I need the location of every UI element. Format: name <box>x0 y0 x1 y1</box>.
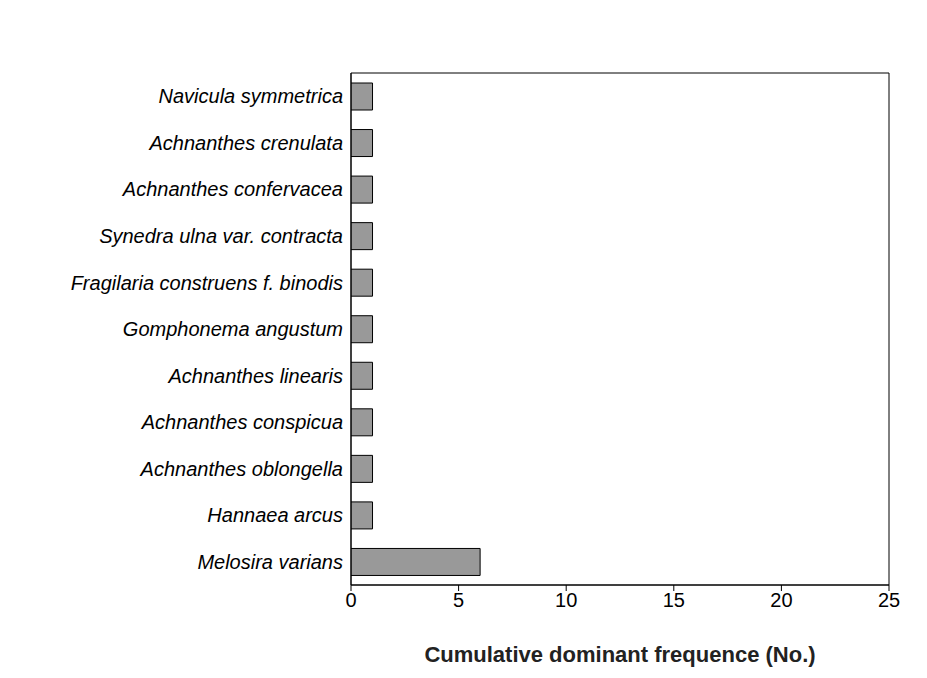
svg-text:0: 0 <box>345 589 356 611</box>
svg-text:5: 5 <box>453 589 464 611</box>
svg-text:Navicula symmetrica: Navicula symmetrica <box>159 85 343 107</box>
svg-text:Melosira varians: Melosira varians <box>197 551 343 573</box>
svg-text:Synedra ulna var. contracta: Synedra ulna var. contracta <box>99 225 343 247</box>
svg-text:Achnanthes conspicua: Achnanthes conspicua <box>141 411 343 433</box>
svg-text:15: 15 <box>663 589 685 611</box>
svg-text:Achnanthes linearis: Achnanthes linearis <box>167 365 343 387</box>
svg-text:Gomphonema angustum: Gomphonema angustum <box>123 318 343 340</box>
svg-text:Fragilaria construens f. binod: Fragilaria construens f. binodis <box>71 272 343 294</box>
svg-text:20: 20 <box>770 589 792 611</box>
svg-text:25: 25 <box>878 589 900 611</box>
svg-text:10: 10 <box>555 589 577 611</box>
svg-text:Achnanthes confervacea: Achnanthes confervacea <box>122 178 343 200</box>
svg-text:Cumulative dominant frequence: Cumulative dominant frequence (No.) <box>424 642 815 667</box>
svg-text:Hannaea arcus: Hannaea arcus <box>207 504 343 526</box>
svg-text:Achnanthes oblongella: Achnanthes oblongella <box>140 458 343 480</box>
svg-text:Achnanthes crenulata: Achnanthes crenulata <box>149 132 343 154</box>
